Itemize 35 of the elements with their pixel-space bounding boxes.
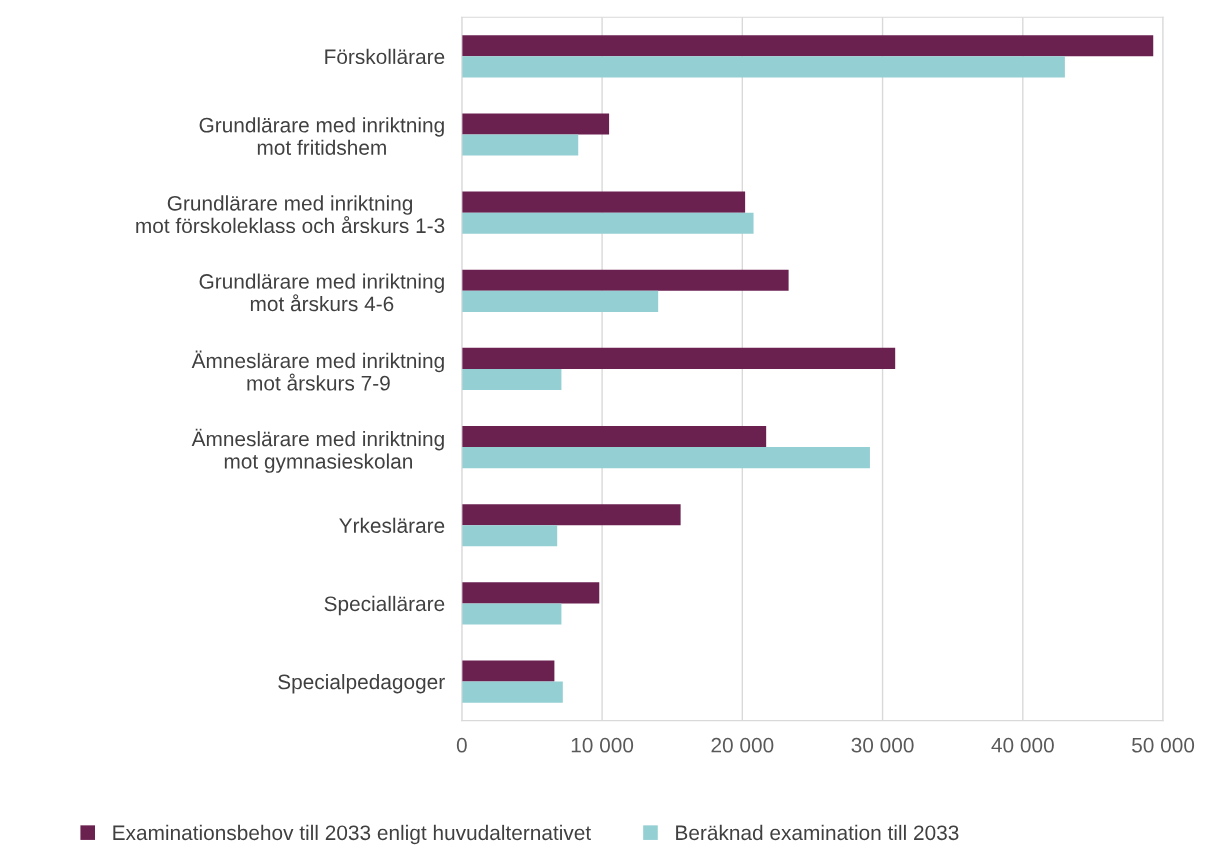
bar [461, 191, 746, 213]
bar [461, 113, 610, 135]
y-tick-label: Yrkeslärare [339, 517, 445, 533]
bar [461, 582, 600, 604]
bar [461, 35, 1154, 57]
bar [461, 368, 562, 391]
bar [461, 660, 555, 682]
y-tick-label: Ämneslärare med inriktning mot gymnasieskolan [191, 428, 444, 473]
bar [461, 525, 558, 547]
y-tick-label: Speciallärare [324, 595, 445, 616]
bar [461, 134, 579, 156]
bar [461, 290, 659, 312]
bar [461, 425, 767, 448]
bar [461, 269, 789, 291]
bar [461, 347, 896, 369]
x-tick-label: 30 000 [851, 737, 914, 753]
x-tick-label: 40 000 [991, 737, 1054, 753]
y-tick-label: Grundlärare med inriktning mot förskoleklass och årskurs 1-3 [136, 195, 445, 234]
x-tick-label: 0 [456, 737, 467, 753]
bar [461, 447, 870, 469]
bar [461, 56, 1065, 78]
y-tick-label: Förskollärare [325, 48, 445, 65]
legend-label: Examinationsbehov till 2033 enligt huvudalternativet [113, 824, 591, 845]
bar [461, 212, 754, 234]
bar [461, 681, 563, 703]
legend-label: Beräknad examination till 2033 [676, 824, 959, 841]
y-tick-label: Specialpedagoger [278, 673, 445, 694]
y-tick-label: Grundlärare med inriktning mot årskurs 4-6 [199, 273, 444, 312]
bar [461, 603, 562, 625]
x-tick-label: 20 000 [711, 737, 774, 753]
y-tick-label: Grundlärare med inriktning mot fritidshem [199, 117, 444, 155]
x-tick-label: 50 000 [1132, 737, 1195, 753]
x-tick-label: 10 000 [571, 737, 634, 753]
y-tick-label: Ämneslärare med inriktning mot årskurs 7-9 [191, 350, 444, 391]
bar [461, 504, 681, 526]
